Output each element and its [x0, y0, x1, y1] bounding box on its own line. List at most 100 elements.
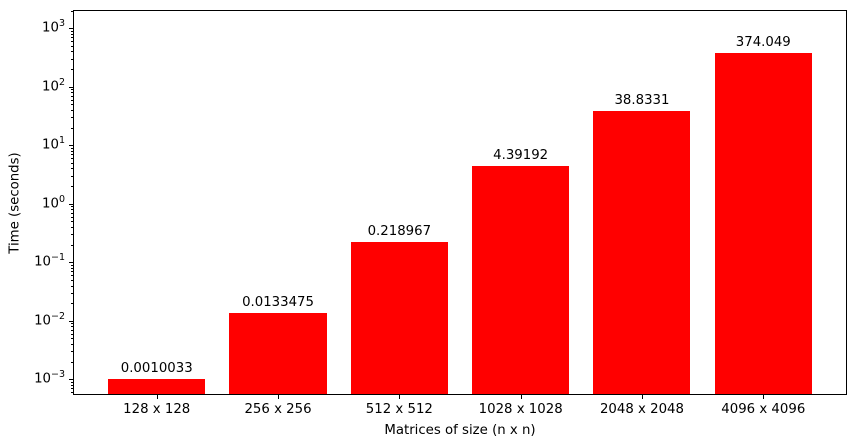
y-minor-tick	[71, 212, 73, 214]
bar-value-label: 0.218967	[367, 224, 432, 240]
y-tick-exponent: 3	[58, 18, 65, 30]
y-minor-tick	[71, 10, 73, 12]
y-major-tick	[69, 203, 73, 205]
bar-value-label: 4.39192	[493, 148, 549, 164]
x-tick	[520, 395, 522, 399]
y-minor-tick	[71, 37, 73, 39]
y-minor-tick	[71, 392, 73, 394]
y-minor-tick	[71, 147, 73, 149]
y-minor-tick	[71, 89, 73, 91]
y-tick-label: 102	[42, 76, 65, 95]
y-minor-tick	[71, 244, 73, 246]
bar-512x512	[350, 242, 448, 394]
y-minor-tick	[71, 92, 73, 94]
y-minor-tick	[71, 382, 73, 383]
y-minor-tick	[71, 58, 73, 60]
y-minor-tick	[71, 344, 73, 346]
y-minor-tick	[71, 303, 73, 305]
y-major-tick	[69, 320, 73, 322]
bar-value-label: 0.0010033	[120, 361, 193, 377]
x-axis-label: Matrices of size (n x n)	[384, 423, 536, 438]
y-major-tick	[69, 86, 73, 88]
y-tick-base: 10	[42, 79, 59, 95]
y-minor-tick	[71, 271, 73, 273]
y-tick-exponent: 1	[58, 135, 65, 147]
y-minor-tick	[71, 329, 73, 331]
y-tick-label: 101	[42, 136, 65, 152]
y-minor-tick	[71, 388, 73, 390]
x-tick-label: 256 x 256	[244, 402, 312, 417]
x-tick-label: 4096 x 4096	[721, 402, 806, 417]
y-minor-tick	[71, 109, 73, 111]
y-minor-tick	[71, 323, 73, 325]
y-minor-tick	[71, 267, 73, 269]
y-tick-base: 10	[42, 20, 59, 36]
x-tick-label: 128 x 128	[123, 402, 191, 417]
y-minor-tick	[71, 385, 73, 386]
y-tick-label: 10−1	[34, 253, 65, 270]
bar-256x256	[229, 313, 327, 394]
y-minor-tick	[71, 275, 73, 277]
y-minor-tick	[71, 162, 73, 164]
bar-128x128	[108, 379, 206, 394]
x-tick	[641, 395, 643, 399]
y-minor-tick	[71, 154, 73, 156]
x-tick	[763, 395, 765, 399]
x-tick	[156, 395, 158, 399]
y-tick-label: 103	[42, 18, 65, 36]
y-minor-tick	[71, 264, 73, 266]
y-major-tick	[69, 145, 73, 147]
x-tick-label: 1028 x 1028	[478, 402, 563, 417]
y-minor-tick	[71, 127, 73, 129]
y-major-tick	[69, 262, 73, 264]
bar-value-label: 374.049	[735, 35, 791, 51]
y-minor-tick	[71, 175, 73, 177]
y-minor-tick	[71, 361, 73, 363]
bar-1028x1028	[472, 166, 570, 394]
bar-4096x4096	[714, 53, 812, 394]
y-minor-tick	[71, 45, 73, 47]
bar-value-label: 0.0133475	[242, 295, 314, 311]
y-tick-exponent: −3	[50, 369, 65, 381]
y-minor-tick	[71, 150, 73, 152]
y-minor-tick	[71, 351, 73, 353]
y-minor-tick	[71, 30, 73, 32]
x-tick	[278, 395, 280, 399]
y-minor-tick	[71, 279, 73, 281]
y-minor-tick	[71, 69, 73, 71]
y-minor-tick	[71, 41, 73, 43]
y-tick-exponent: 0	[58, 193, 65, 205]
y-minor-tick	[71, 186, 73, 188]
y-minor-tick	[71, 99, 73, 101]
y-minor-tick	[71, 285, 73, 287]
y-tick-label: 10−2	[34, 310, 65, 327]
y-tick-base: 10	[34, 254, 51, 270]
y-tick-label: 100	[42, 193, 65, 212]
bar-value-label: 38.8331	[614, 92, 670, 108]
y-tick-exponent: 2	[58, 76, 65, 88]
y-minor-tick	[71, 206, 73, 208]
y-tick-label: 10−3	[34, 370, 65, 387]
y-minor-tick	[71, 209, 73, 211]
y-minor-tick	[71, 51, 73, 53]
y-minor-tick	[71, 95, 73, 97]
y-tick-exponent: −2	[50, 310, 65, 322]
x-tick	[399, 395, 401, 399]
y-tick-base: 10	[34, 371, 51, 387]
y-major-tick	[69, 379, 73, 381]
y-minor-tick	[71, 117, 73, 119]
y-tick-base: 10	[42, 196, 59, 212]
x-tick-label: 512 x 512	[365, 402, 433, 417]
y-axis-label: Time (seconds)	[7, 151, 23, 254]
y-minor-tick	[71, 216, 73, 218]
y-minor-tick	[71, 221, 73, 223]
y-minor-tick	[71, 326, 73, 328]
x-tick-label: 2048 x 2048	[599, 402, 684, 417]
y-minor-tick	[71, 33, 73, 35]
y-minor-tick	[71, 338, 73, 340]
y-minor-tick	[71, 234, 73, 236]
y-minor-tick	[71, 333, 73, 335]
y-minor-tick	[71, 227, 73, 229]
y-minor-tick	[71, 104, 73, 106]
